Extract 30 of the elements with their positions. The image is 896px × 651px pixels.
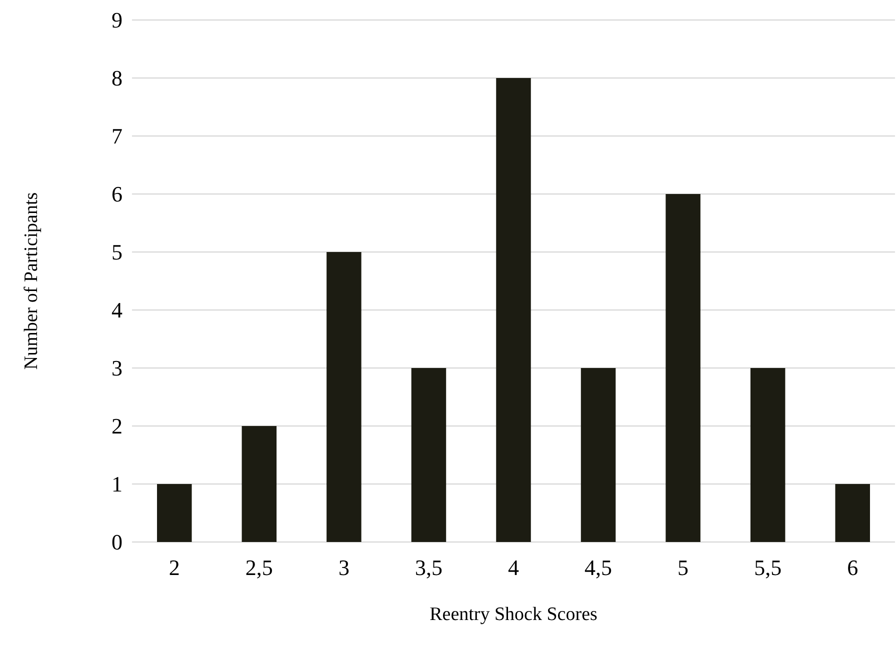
y-tick-label: 6: [112, 182, 122, 207]
x-tick-label: 4,5: [584, 555, 612, 580]
x-tick-label: 6: [847, 555, 858, 580]
y-tick-label: 3: [112, 356, 122, 381]
y-tick-label: 0: [112, 530, 122, 555]
x-tick-label: 3,5: [414, 555, 442, 580]
y-tick-label: 7: [112, 124, 122, 149]
y-tick-label: 2: [112, 414, 122, 439]
bar: [750, 368, 786, 542]
bar: [242, 426, 277, 542]
bar: [666, 194, 700, 542]
y-axis-title: Number of Participants: [21, 192, 42, 370]
bar: [580, 368, 616, 542]
bar: [326, 252, 362, 542]
bar: [496, 78, 531, 542]
bar: [835, 484, 870, 542]
x-tick-label: 4: [508, 555, 519, 580]
bar: [411, 368, 446, 542]
x-axis-title: Reentry Shock Scores: [430, 604, 598, 625]
x-tick-label: 3: [338, 555, 350, 580]
x-tick-label: 5,5: [754, 555, 782, 580]
y-tick-label: 8: [112, 66, 122, 91]
y-tick-label: 1: [112, 472, 122, 497]
x-tick-label: 2: [168, 555, 180, 580]
bar: [157, 484, 192, 542]
y-tick-label: 4: [112, 298, 122, 323]
x-tick-label: 2,5: [245, 555, 273, 580]
y-tick-label: 5: [112, 240, 122, 265]
x-tick-label: 5: [678, 555, 689, 580]
y-tick-label: 9: [112, 8, 122, 33]
